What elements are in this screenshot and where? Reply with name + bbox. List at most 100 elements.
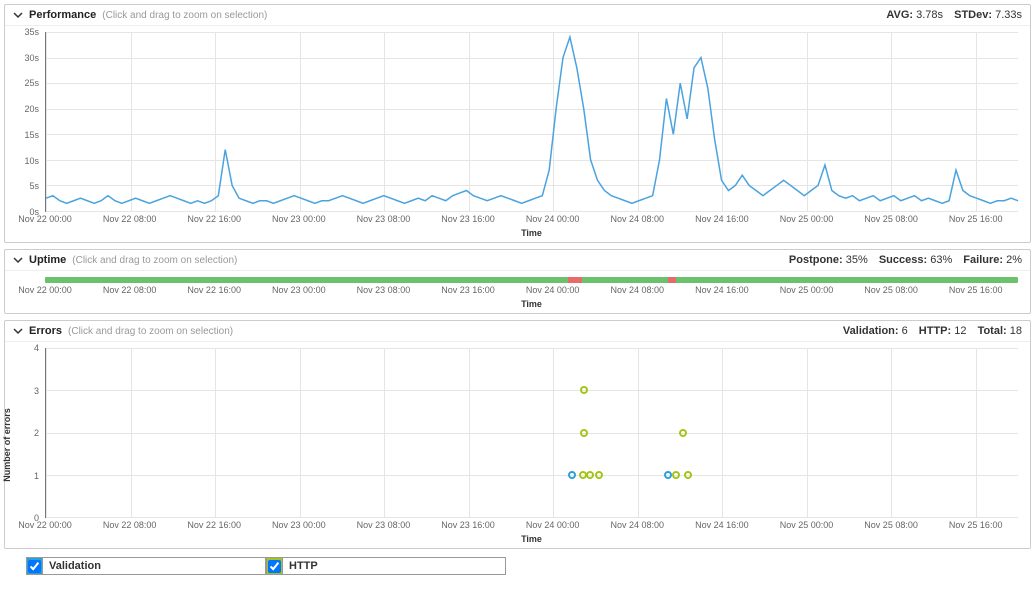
total-value: 18	[1010, 325, 1022, 337]
x-tick: Nov 25 08:00	[864, 520, 918, 530]
performance-y-axis: 0s5s10s15s20s25s30s35s	[5, 32, 41, 212]
error-point-validation[interactable]	[568, 471, 576, 479]
x-axis-label: Time	[45, 534, 1018, 544]
errors-title: Errors	[29, 325, 62, 337]
legend-swatch	[27, 558, 43, 574]
x-tick: Nov 22 08:00	[103, 520, 157, 530]
x-tick: Nov 25 16:00	[949, 520, 1003, 530]
performance-stats: AVG: 3.78s STDev: 7.33s	[878, 9, 1022, 21]
failure-value: 2%	[1006, 254, 1022, 266]
postpone-value: 35%	[846, 254, 868, 266]
errors-y-axis: 01234	[5, 348, 41, 518]
performance-chart[interactable]: 0s5s10s15s20s25s30s35s Nov 22 00:00Nov 2…	[5, 26, 1030, 242]
errors-panel: Errors (Click and drag to zoom on select…	[4, 320, 1031, 549]
postpone-label: Postpone:	[789, 254, 843, 266]
performance-header[interactable]: Performance (Click and drag to zoom on s…	[5, 5, 1030, 26]
legend-checkbox[interactable]	[268, 560, 281, 573]
performance-title: Performance	[29, 9, 96, 21]
x-tick: Nov 22 00:00	[18, 520, 72, 530]
errors-header[interactable]: Errors (Click and drag to zoom on select…	[5, 321, 1030, 342]
y-tick: 30s	[24, 53, 39, 63]
chevron-down-icon	[13, 10, 23, 20]
legend-swatch	[267, 558, 283, 574]
uptime-x-axis: Nov 22 00:00Nov 22 08:00Nov 22 16:00Nov …	[45, 285, 1018, 299]
x-tick: Nov 24 00:00	[526, 285, 580, 295]
error-point-http[interactable]	[684, 471, 692, 479]
legend-item-validation[interactable]: Validation	[26, 557, 266, 575]
legend-label: Validation	[43, 560, 107, 572]
uptime-chart[interactable]: Nov 22 00:00 Nov 22 08:00 Nov 22 16:00 Nov …	[5, 271, 1030, 313]
x-tick: Nov 23 00:00	[272, 214, 326, 224]
error-point-http[interactable]	[580, 429, 588, 437]
http-value: 12	[954, 325, 966, 337]
x-tick: Nov 25 08:00	[864, 214, 918, 224]
performance-hint: (Click and drag to zoom on selection)	[102, 10, 267, 21]
x-tick: Nov 25 16:00	[949, 214, 1003, 224]
x-tick: Nov 24 16:00	[695, 285, 749, 295]
success-value: 63%	[930, 254, 952, 266]
x-tick: Nov 23 08:00	[357, 285, 411, 295]
x-tick: Nov 22 16:00	[187, 285, 241, 295]
stdev-label: STDev:	[954, 9, 992, 21]
x-tick: Nov 23 16:00	[441, 520, 495, 530]
chevron-down-icon	[13, 326, 23, 336]
validation-value: 6	[902, 325, 908, 337]
uptime-header[interactable]: Uptime (Click and drag to zoom on select…	[5, 250, 1030, 271]
total-label: Total:	[978, 325, 1007, 337]
errors-legend: Validation HTTP	[26, 557, 1031, 575]
x-tick: Nov 22 00:00	[18, 285, 72, 295]
legend-item-http[interactable]: HTTP	[266, 557, 506, 575]
x-tick: Nov 22 08:00	[103, 285, 157, 295]
y-tick: 4	[34, 343, 39, 353]
y-tick: 1	[34, 471, 39, 481]
x-axis-label: Time	[45, 299, 1018, 309]
error-point-http[interactable]	[595, 471, 603, 479]
uptime-hint: (Click and drag to zoom on selection)	[72, 255, 237, 266]
uptime-stats: Postpone: 35% Success: 63% Failure: 2%	[781, 254, 1022, 266]
x-tick: Nov 23 16:00	[441, 285, 495, 295]
success-label: Success:	[879, 254, 927, 266]
failure-label: Failure:	[963, 254, 1003, 266]
errors-stats: Validation: 6 HTTP: 12 Total: 18	[835, 325, 1022, 337]
x-tick: Nov 22 16:00	[187, 520, 241, 530]
validation-label: Validation:	[843, 325, 899, 337]
legend-label: HTTP	[283, 560, 324, 572]
y-tick: 10s	[24, 156, 39, 166]
uptime-panel: Uptime (Click and drag to zoom on select…	[4, 249, 1031, 314]
y-tick: 35s	[24, 27, 39, 37]
y-tick: 20s	[24, 104, 39, 114]
x-tick: Nov 23 00:00	[272, 520, 326, 530]
error-point-http[interactable]	[586, 471, 594, 479]
x-tick: Nov 22 16:00	[187, 214, 241, 224]
x-tick: Nov 24 08:00	[610, 520, 664, 530]
errors-chart[interactable]: Number of errors 01234 Nov 22 00:00Nov 2…	[5, 342, 1030, 548]
y-tick: 3	[34, 386, 39, 396]
x-tick: Nov 24 08:00	[610, 285, 664, 295]
performance-plot[interactable]	[45, 32, 1018, 212]
y-tick: 5s	[29, 181, 39, 191]
y-tick: 2	[34, 428, 39, 438]
x-tick: Nov 24 00:00	[526, 214, 580, 224]
x-tick: Nov 25 00:00	[780, 520, 834, 530]
x-axis-label: Time	[45, 228, 1018, 238]
x-tick: Nov 24 16:00	[695, 214, 749, 224]
legend-checkbox[interactable]	[28, 560, 41, 573]
error-point-http[interactable]	[672, 471, 680, 479]
y-tick: 25s	[24, 78, 39, 88]
chevron-down-icon	[13, 255, 23, 265]
errors-plot[interactable]	[45, 348, 1018, 518]
error-point-http[interactable]	[679, 429, 687, 437]
x-tick: Nov 23 08:00	[357, 214, 411, 224]
y-tick: 15s	[24, 130, 39, 140]
uptime-title: Uptime	[29, 254, 66, 266]
uptime-segment-failure	[568, 277, 583, 283]
performance-x-axis: Nov 22 00:00Nov 22 08:00Nov 22 16:00Nov …	[45, 214, 1018, 228]
avg-value: 3.78s	[916, 9, 943, 21]
error-point-http[interactable]	[580, 386, 588, 394]
performance-panel: Performance (Click and drag to zoom on s…	[4, 4, 1031, 243]
uptime-bar[interactable]	[45, 277, 1018, 283]
errors-x-axis: Nov 22 00:00Nov 22 08:00Nov 22 16:00Nov …	[45, 520, 1018, 534]
x-tick: Nov 25 00:00	[780, 285, 834, 295]
x-tick: Nov 22 00:00	[18, 214, 72, 224]
errors-hint: (Click and drag to zoom on selection)	[68, 326, 233, 337]
